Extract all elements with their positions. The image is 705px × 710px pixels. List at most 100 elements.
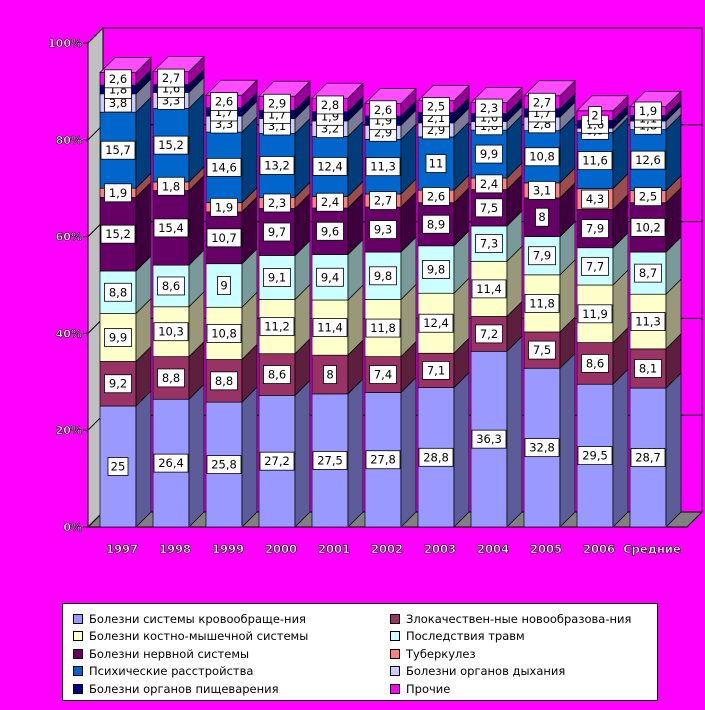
legend-label: Болезни органов дыхания xyxy=(406,664,566,678)
data-label: 7,1 xyxy=(427,363,445,377)
category-label: 2000 xyxy=(265,542,297,556)
data-label: 10,8 xyxy=(529,150,555,164)
bar-side xyxy=(135,181,152,272)
data-label-box xyxy=(153,453,189,473)
category-label: 2004 xyxy=(477,542,509,556)
data-label-box xyxy=(634,187,662,207)
data-label-box xyxy=(312,318,348,337)
data-label-box xyxy=(369,266,397,286)
data-label: 28,8 xyxy=(423,450,449,464)
data-label: 29,5 xyxy=(582,449,608,463)
legend-item: Болезни костно-мышечной системы xyxy=(73,628,308,645)
data-label: 2,3 xyxy=(268,196,286,210)
data-label-box xyxy=(418,313,454,333)
data-label: 11,8 xyxy=(529,296,555,310)
data-label: 1,8 xyxy=(162,179,180,193)
data-label-box xyxy=(316,221,344,241)
data-label: 1,9 xyxy=(109,186,127,200)
data-label: 11,2 xyxy=(264,320,290,334)
y-tick-label: 80% xyxy=(56,134,82,147)
data-label-box xyxy=(630,312,666,331)
data-label: 2,4 xyxy=(321,195,339,209)
legend-label: Туберкулез xyxy=(406,646,476,661)
data-label: 8,7 xyxy=(639,266,657,280)
data-label: 2,3 xyxy=(480,101,498,115)
data-label: 9,9 xyxy=(109,331,127,345)
data-label: 11,9 xyxy=(582,307,608,321)
bar-side xyxy=(135,96,152,190)
legend-swatch xyxy=(390,666,400,676)
data-label-box xyxy=(577,151,613,171)
data-label-box xyxy=(259,156,295,175)
data-label: 10,7 xyxy=(211,231,237,245)
data-label-box xyxy=(630,150,666,170)
y-tick-label: 100% xyxy=(48,37,82,50)
category-label: 1998 xyxy=(159,542,191,556)
data-label-box xyxy=(422,97,450,117)
data-label: 12,4 xyxy=(423,316,449,330)
data-label-box xyxy=(263,365,291,384)
data-label-box xyxy=(206,323,242,343)
data-label: 2,7 xyxy=(533,95,551,109)
legend-item: Психические расстройства xyxy=(73,663,253,680)
category-label: 1999 xyxy=(212,542,244,556)
legend-item: Болезни нервной системы xyxy=(73,645,249,662)
data-label-box xyxy=(528,180,556,200)
data-label: 27,5 xyxy=(317,453,343,467)
data-label: 8 xyxy=(326,368,333,382)
y-tick-label: 60% xyxy=(56,231,82,244)
legend-swatch xyxy=(73,648,83,659)
data-label-box xyxy=(153,135,189,155)
data-label: 8,8 xyxy=(109,285,127,299)
legend-item: Злокачествен-ные новообразова-ния xyxy=(390,610,631,627)
data-label-box xyxy=(104,282,132,302)
data-label-box xyxy=(157,176,185,196)
data-label-box xyxy=(263,93,291,113)
data-label: 27,8 xyxy=(370,453,396,467)
data-label: 11,4 xyxy=(317,321,343,335)
data-label-box xyxy=(210,92,238,111)
data-label: 11,6 xyxy=(582,154,608,168)
data-label-box xyxy=(107,457,129,476)
data-label-box xyxy=(634,101,662,121)
data-label-box xyxy=(524,293,560,313)
data-label: 9,1 xyxy=(268,270,286,284)
bar-side xyxy=(294,379,311,528)
bar-side xyxy=(559,352,576,528)
data-label-box xyxy=(210,371,238,391)
data-label-box xyxy=(475,324,503,344)
legend-swatch xyxy=(390,683,400,694)
data-label: 1,9 xyxy=(215,200,233,214)
data-label: 2 xyxy=(591,109,598,123)
data-label: 7,2 xyxy=(480,327,498,341)
data-label: 7,3 xyxy=(480,237,498,251)
data-label-box xyxy=(259,317,295,337)
data-label: 8,8 xyxy=(162,371,180,385)
data-label-box xyxy=(524,438,560,458)
data-label-box xyxy=(475,98,503,118)
data-label-box xyxy=(425,154,447,173)
data-label: 3,1 xyxy=(533,183,551,197)
data-label: 8,6 xyxy=(586,356,604,370)
data-label: 12,4 xyxy=(317,159,343,173)
legend-item: Последствия травм xyxy=(390,628,525,645)
legend-label: Болезни системы кровообраще-ния xyxy=(89,611,306,626)
data-label: 9,9 xyxy=(480,147,498,161)
data-label: 2,7 xyxy=(162,71,180,85)
legend-swatch xyxy=(73,683,83,694)
data-label-box xyxy=(323,365,337,384)
category-label: 2006 xyxy=(583,542,615,556)
data-label: 26,4 xyxy=(158,456,184,470)
legend-item: Туберкулез xyxy=(390,645,476,662)
data-label: 8,1 xyxy=(639,361,657,375)
data-label: 28,7 xyxy=(635,451,661,465)
data-label: 15,2 xyxy=(105,227,131,241)
legend-item: Болезни системы кровообраще-ния xyxy=(73,610,306,627)
data-label: 7,9 xyxy=(533,249,551,263)
data-label-box xyxy=(206,157,242,177)
data-label: 10,3 xyxy=(158,325,184,339)
data-label-box xyxy=(524,147,560,167)
legend-label: Болезни нервной системы xyxy=(89,646,250,661)
data-label-box xyxy=(157,68,185,88)
